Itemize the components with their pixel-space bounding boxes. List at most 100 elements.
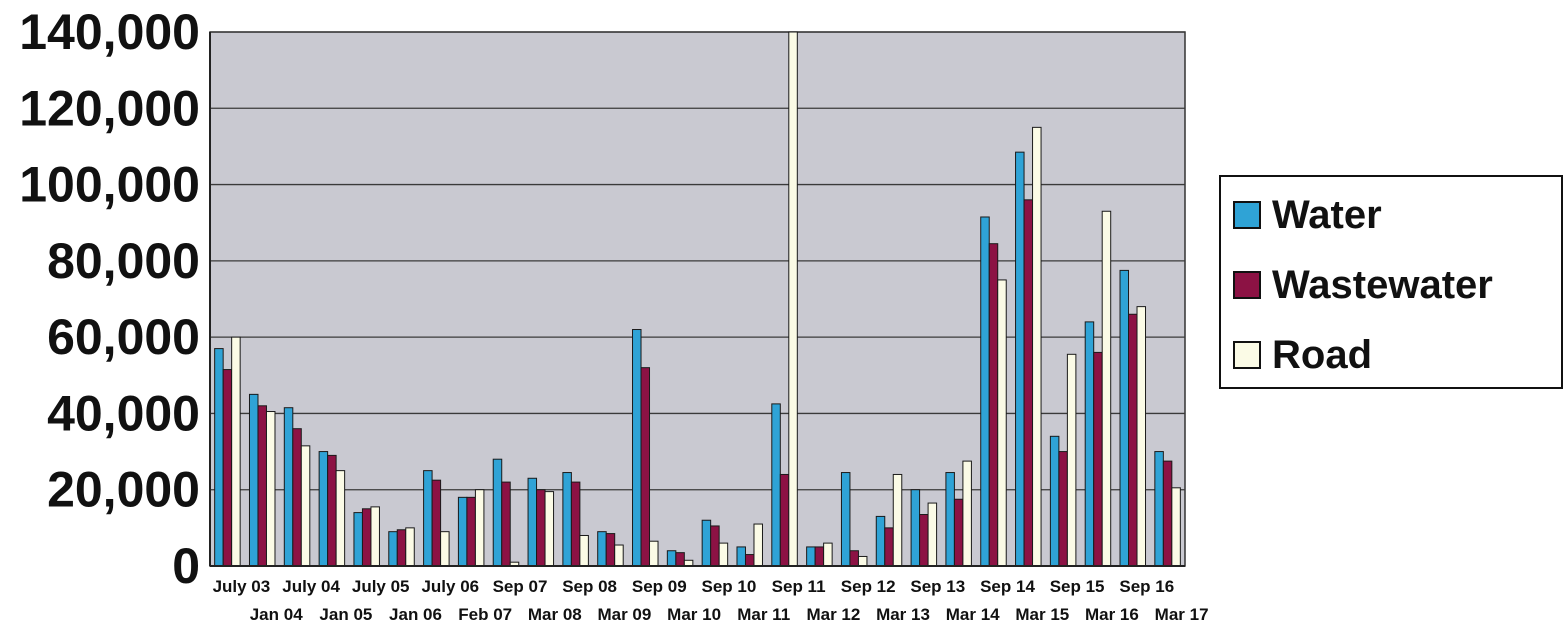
bar-road xyxy=(892,473,903,567)
bar-wastewater xyxy=(1023,199,1034,567)
bar-wastewater xyxy=(1162,460,1173,567)
bar-water xyxy=(527,477,538,567)
y-tick-label: 80,000 xyxy=(47,233,200,289)
legend-label: Water xyxy=(1272,193,1382,237)
x-tick-label: Mar 14 xyxy=(946,605,1000,624)
bar-water xyxy=(840,472,851,567)
bar-road xyxy=(1171,487,1181,567)
bar-water xyxy=(388,531,398,567)
bar-water xyxy=(875,515,886,567)
bar-water xyxy=(492,458,503,567)
x-tick-label: Mar 08 xyxy=(528,605,582,624)
bar-water xyxy=(597,531,607,567)
x-tick-label: Sep 10 xyxy=(701,577,756,596)
x-tick-label: July 03 xyxy=(213,577,271,596)
bar-wastewater xyxy=(919,514,929,567)
y-tick-label: 100,000 xyxy=(19,157,200,213)
x-tick-label: Mar 16 xyxy=(1085,605,1139,624)
y-tick-label: 20,000 xyxy=(47,462,200,518)
bar-wastewater xyxy=(988,243,999,567)
bar-wastewater xyxy=(1058,451,1068,567)
bar-wastewater xyxy=(814,546,825,567)
x-tick-label: Mar 09 xyxy=(597,605,651,624)
x-tick-label: Sep 14 xyxy=(980,577,1035,596)
bar-road xyxy=(300,445,311,567)
bar-wastewater xyxy=(1128,313,1138,567)
bar-road xyxy=(231,336,241,567)
y-tick-label: 120,000 xyxy=(19,80,200,136)
bar-water xyxy=(353,512,363,567)
bar-wastewater xyxy=(466,496,476,567)
x-tick-label: Mar 15 xyxy=(1015,605,1069,624)
bar-wastewater xyxy=(640,367,651,567)
legend-swatch xyxy=(1233,201,1261,229)
x-tick-label: Sep 13 xyxy=(910,577,965,596)
bar-water xyxy=(318,451,329,567)
bar-water xyxy=(457,496,468,567)
bar-road xyxy=(649,540,659,567)
bar-wastewater xyxy=(222,369,233,567)
x-tick-label: Sep 12 xyxy=(841,577,896,596)
bar-water xyxy=(945,472,955,567)
bar-road xyxy=(544,491,555,567)
bar-wastewater xyxy=(1093,351,1103,567)
x-tick-label: Jan 04 xyxy=(250,605,303,624)
bar-road xyxy=(1066,353,1077,567)
bar-water xyxy=(562,472,572,567)
x-tick-label: Feb 07 xyxy=(458,605,512,624)
bar-road xyxy=(788,31,798,567)
bar-road xyxy=(1101,210,1112,567)
x-tick-label: Mar 10 xyxy=(667,605,721,624)
bar-water xyxy=(214,348,224,567)
bar-road xyxy=(579,534,589,567)
x-tick-label: Sep 09 xyxy=(632,577,687,596)
bar-road xyxy=(753,523,763,567)
bar-water xyxy=(1119,269,1130,567)
bar-road xyxy=(335,470,346,567)
bar-wastewater xyxy=(327,454,337,567)
x-tick-label: Mar 12 xyxy=(806,605,860,624)
y-tick-label: 0 xyxy=(172,538,200,594)
x-tick-label: Sep 07 xyxy=(493,577,548,596)
bar-road xyxy=(857,555,868,567)
x-tick-label: Mar 11 xyxy=(737,605,790,624)
x-tick-label: July 04 xyxy=(282,577,340,596)
bar-road xyxy=(265,411,276,567)
bar-road xyxy=(962,460,972,567)
y-tick-label: 140,000 xyxy=(19,4,200,60)
x-tick-label: Sep 11 xyxy=(772,577,826,596)
x-tick-label: Mar 17 xyxy=(1155,605,1209,624)
y-tick-label: 40,000 xyxy=(47,385,200,441)
legend xyxy=(1219,175,1563,389)
y-tick-label: 60,000 xyxy=(47,309,200,365)
bar-water xyxy=(632,329,642,567)
x-tick-label: Jan 05 xyxy=(319,605,372,624)
bar-wastewater xyxy=(501,481,511,567)
legend-swatch xyxy=(1233,341,1261,369)
x-tick-label: Jan 06 xyxy=(389,605,442,624)
bar-water xyxy=(771,403,781,567)
bar-road xyxy=(474,489,485,567)
bar-water xyxy=(806,546,816,567)
bar-wastewater xyxy=(675,552,685,567)
bar-wastewater xyxy=(257,405,267,567)
bar-wastewater xyxy=(396,529,407,567)
bar-wastewater xyxy=(849,550,859,567)
bar-wastewater xyxy=(605,533,616,567)
bar-water xyxy=(248,393,259,567)
bar-water xyxy=(666,550,677,567)
bar-water xyxy=(283,407,294,567)
bar-water xyxy=(423,470,433,567)
x-tick-label: Sep 08 xyxy=(562,577,617,596)
bar-wastewater xyxy=(710,525,720,567)
bar-water xyxy=(910,489,921,567)
bar-water xyxy=(1049,435,1060,567)
bar-water xyxy=(980,216,990,567)
bar-road xyxy=(927,502,938,567)
bar-wastewater xyxy=(779,473,790,567)
x-tick-label: Mar 13 xyxy=(876,605,930,624)
bar-water xyxy=(736,546,746,567)
bar-water xyxy=(1084,321,1095,567)
bar-road xyxy=(997,279,1007,567)
